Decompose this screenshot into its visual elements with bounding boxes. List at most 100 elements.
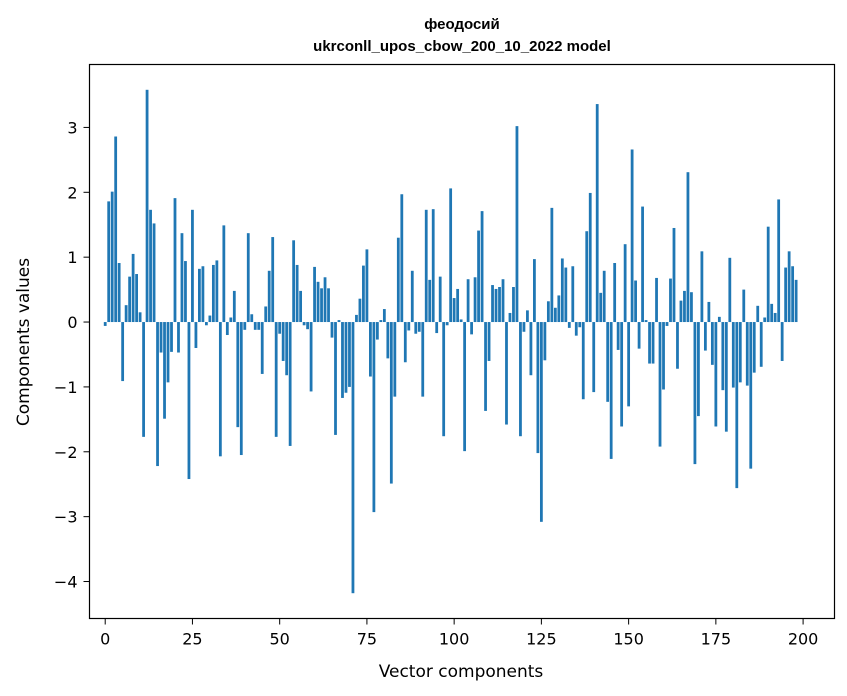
bar xyxy=(400,194,404,323)
bar xyxy=(358,298,362,323)
bar xyxy=(173,198,177,323)
x-tick-label: 175 xyxy=(701,630,732,649)
bar xyxy=(166,322,170,383)
bar xyxy=(253,322,257,330)
bar xyxy=(278,322,282,334)
bar xyxy=(445,322,449,326)
bar-series xyxy=(103,89,798,594)
bar xyxy=(721,322,725,391)
bar xyxy=(519,322,522,437)
bar xyxy=(323,277,327,323)
bar xyxy=(456,288,460,323)
bar xyxy=(382,309,386,323)
bar xyxy=(784,267,788,323)
bar xyxy=(714,322,718,427)
bar xyxy=(344,322,348,393)
y-tick-label: −4 xyxy=(54,573,78,592)
bar xyxy=(557,295,561,323)
bar xyxy=(470,322,473,335)
bar xyxy=(501,279,505,323)
bar xyxy=(236,322,240,428)
bar xyxy=(403,322,407,363)
bar xyxy=(526,310,529,323)
bar xyxy=(159,322,163,353)
bar xyxy=(763,317,767,323)
bar xyxy=(588,192,592,323)
bar xyxy=(546,301,550,323)
bar xyxy=(620,322,624,427)
bar xyxy=(466,279,470,323)
bar xyxy=(417,322,421,332)
bar xyxy=(658,322,662,447)
bar xyxy=(351,322,355,594)
bar xyxy=(592,322,596,393)
chart-title-line-1: феодосий xyxy=(424,16,500,33)
bar xyxy=(438,276,442,323)
bar xyxy=(372,322,376,513)
bar xyxy=(365,249,369,323)
x-tick-label: 200 xyxy=(788,630,819,649)
bar xyxy=(683,290,686,323)
bar xyxy=(787,251,791,323)
y-tick-label: −1 xyxy=(54,378,78,397)
bar xyxy=(302,322,306,326)
chart-title-line-2: ukrconll_upos_cbow_200_10_2022 model xyxy=(313,38,611,55)
bar xyxy=(355,314,358,323)
bar xyxy=(581,322,585,400)
bar xyxy=(522,322,526,332)
bar xyxy=(369,322,372,377)
bar xyxy=(498,287,501,323)
bar xyxy=(644,320,648,323)
bar xyxy=(571,266,575,323)
bar xyxy=(218,322,222,457)
bar xyxy=(229,317,233,323)
bar xyxy=(550,207,554,323)
bar xyxy=(700,251,704,323)
y-axis-ticks: −4 −3 −2 −1 0 1 2 3 xyxy=(54,118,90,592)
bar xyxy=(442,322,446,437)
bar xyxy=(156,322,159,467)
bar xyxy=(473,277,477,323)
bar xyxy=(749,322,753,469)
bar xyxy=(309,322,313,392)
bar xyxy=(766,226,770,323)
bar xyxy=(707,301,711,323)
bar xyxy=(264,306,268,323)
bar xyxy=(697,322,700,417)
y-tick-label: −2 xyxy=(54,443,78,462)
y-tick-label: 3 xyxy=(67,118,77,137)
bar xyxy=(735,322,739,489)
bar xyxy=(393,322,397,397)
bar xyxy=(703,322,707,351)
bar xyxy=(770,303,774,323)
bar xyxy=(330,322,334,338)
bar xyxy=(306,322,309,330)
bar xyxy=(567,322,571,328)
bar xyxy=(170,322,173,352)
x-axis-label: Vector components xyxy=(379,662,544,682)
bar xyxy=(215,260,219,323)
bar xyxy=(686,172,690,323)
bar xyxy=(211,264,215,323)
x-tick-label: 0 xyxy=(100,630,110,649)
x-axis-ticks: 0 25 50 75 100 125 150 175 200 xyxy=(100,618,819,649)
bar xyxy=(637,322,641,349)
bar xyxy=(138,312,142,323)
bar xyxy=(191,209,194,323)
bar xyxy=(375,322,379,340)
bar xyxy=(243,322,247,330)
bar xyxy=(449,188,453,323)
bar xyxy=(163,322,166,419)
plot-frame xyxy=(88,63,836,620)
bar xyxy=(543,322,547,361)
bar xyxy=(679,300,683,323)
bar xyxy=(693,322,697,465)
bar xyxy=(452,298,456,323)
bar xyxy=(267,270,271,323)
bar xyxy=(327,288,330,323)
bar xyxy=(752,322,756,373)
bar xyxy=(285,322,289,376)
bar xyxy=(424,209,428,323)
bar xyxy=(114,136,118,323)
bar xyxy=(724,322,728,432)
